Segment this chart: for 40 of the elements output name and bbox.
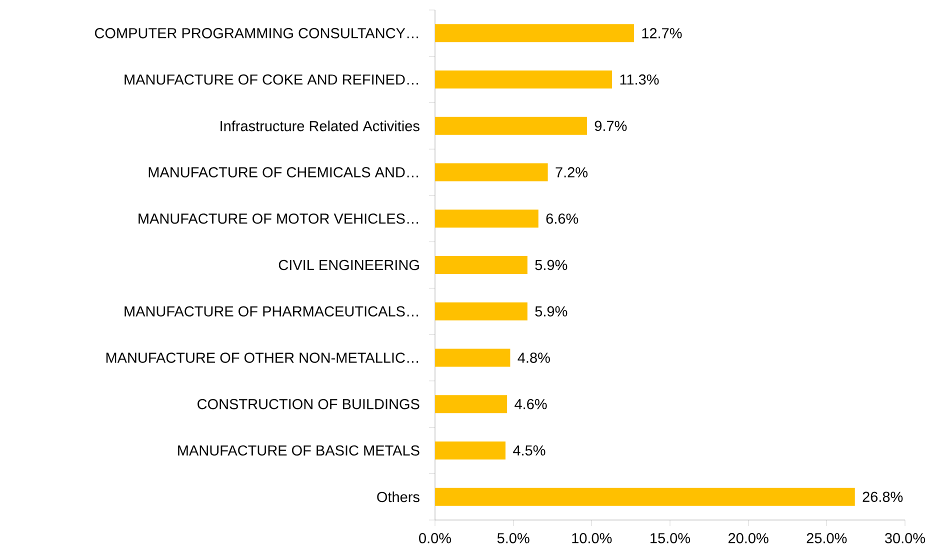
bar	[435, 256, 528, 274]
bar	[435, 441, 506, 460]
x-tick-label: 0.0%	[419, 533, 452, 544]
bar	[435, 116, 587, 135]
bar	[435, 70, 612, 89]
y-tick-label: MANUFACTURE OF MOTOR VEHICLES…	[138, 214, 418, 224]
y-tick-label: Others	[377, 492, 420, 502]
data-label: 11.3%	[620, 74, 659, 85]
bar	[435, 395, 508, 414]
data-label: 6.6%	[546, 214, 578, 224]
data-label: 5.9%	[535, 306, 568, 316]
bar	[435, 302, 528, 320]
data-label: 4.6%	[514, 398, 547, 410]
x-tick-label: 25.0%	[806, 533, 847, 544]
data-label: 7.2%	[556, 167, 588, 178]
y-tick-label: COMPUTER PROGRAMMING CONSULTANCY…	[94, 28, 418, 38]
data-label: 9.7%	[594, 120, 627, 132]
data-label: 4.5%	[513, 445, 546, 456]
y-tick-label: CONSTRUCTION OF BUILDINGS	[198, 398, 420, 410]
x-tick-label: 5.0%	[497, 533, 530, 544]
y-tick-label: MANUFACTURE OF OTHER NON-METALLIC…	[106, 352, 418, 363]
y-tick-label: MANUFACTURE OF CHEMICALS AND…	[148, 167, 418, 178]
bar	[435, 488, 855, 506]
x-tick-label: 20.0%	[728, 533, 768, 544]
x-tick-label: 10.0%	[572, 533, 612, 544]
bar	[435, 348, 510, 367]
bar	[435, 24, 634, 42]
y-tick-label: Infrastructure Related Activities	[220, 120, 420, 132]
y-tick-label: MANUFACTURE OF PHARMACEUTICALS…	[124, 306, 418, 316]
data-label: 4.8%	[518, 352, 550, 363]
y-tick-label: MANUFACTURE OF BASIC METALS	[178, 445, 420, 456]
data-label: 26.8%	[862, 492, 903, 502]
bar	[435, 163, 548, 182]
y-tick-label: MANUFACTURE OF COKE AND REFINED…	[124, 74, 418, 85]
x-tick-label: 15.0%	[650, 533, 690, 544]
data-label: 5.9%	[535, 260, 568, 270]
y-tick-label: CIVIL ENGINEERING	[278, 260, 419, 270]
bar	[435, 210, 538, 228]
x-tick-label: 30.0%	[884, 533, 926, 544]
data-label: 12.7%	[642, 28, 682, 38]
